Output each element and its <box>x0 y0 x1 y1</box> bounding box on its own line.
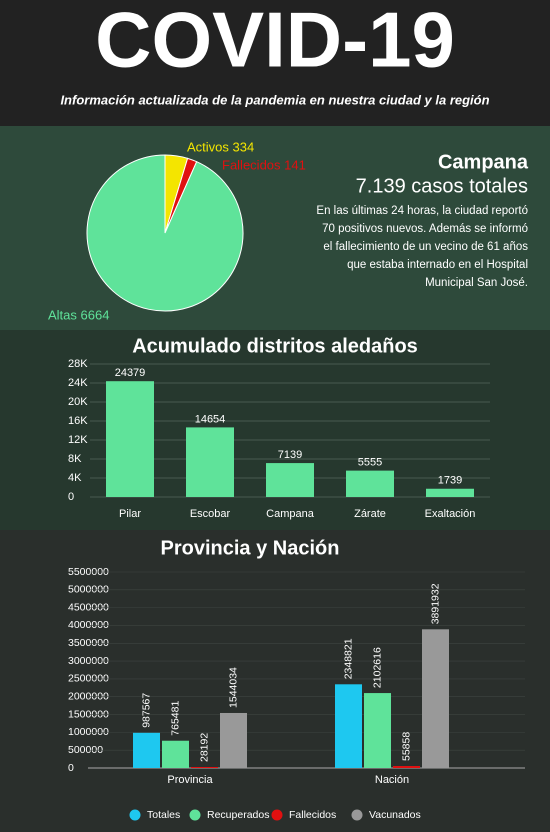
bar <box>422 629 449 768</box>
x-tick-label: Nación <box>375 774 409 786</box>
header-bg <box>0 0 550 126</box>
pie-label: Fallecidos 141 <box>222 157 306 172</box>
x-tick-label: Escobar <box>190 508 231 520</box>
y-tick-label: 0 <box>68 491 74 503</box>
legend-label: Fallecidos <box>289 809 336 821</box>
chart-title: Provincia y Nación <box>161 537 340 559</box>
chart-title: Acumulado distritos aledaños <box>132 335 418 357</box>
pie-label: Altas 6664 <box>48 307 109 322</box>
x-tick-label: Exaltación <box>425 508 476 520</box>
y-tick-label: 4K <box>68 472 82 484</box>
data-label: 1739 <box>438 475 462 487</box>
y-tick-label: 20K <box>68 396 88 408</box>
bar <box>133 732 160 768</box>
data-label: 14654 <box>195 413 226 425</box>
bar <box>393 766 420 768</box>
bar <box>335 684 362 768</box>
bar <box>106 381 154 497</box>
y-tick-label: 12K <box>68 434 88 446</box>
legend-label: Recuperados <box>207 809 269 821</box>
legend-swatch <box>129 809 141 821</box>
legend-label: Vacunados <box>369 809 421 821</box>
bar <box>364 693 391 768</box>
panel-text: que estaba internado en el Hospital <box>347 259 528 271</box>
data-label: 24379 <box>115 367 146 379</box>
title: COVID-19 <box>95 0 455 84</box>
data-label: 3891932 <box>429 583 441 624</box>
data-label: 765481 <box>169 701 181 736</box>
pie-label: Activos 334 <box>187 139 254 154</box>
bar <box>186 427 234 497</box>
data-label: 987567 <box>140 693 152 728</box>
panel-text: En las últimas 24 horas, la ciudad repor… <box>316 205 528 217</box>
bar <box>162 740 189 768</box>
section-bg <box>0 530 550 832</box>
y-tick-label: 500000 <box>68 744 103 756</box>
bar <box>266 463 314 497</box>
x-tick-label: Campana <box>266 508 315 520</box>
y-tick-label: 24K <box>68 377 88 389</box>
bar <box>346 470 394 497</box>
bar <box>426 488 474 497</box>
data-label: 28192 <box>198 733 210 762</box>
data-label: 55858 <box>400 732 412 761</box>
data-label: 1544034 <box>227 667 239 708</box>
bar <box>220 712 247 768</box>
pie-slice <box>86 154 244 312</box>
legend-swatch <box>189 809 201 821</box>
y-tick-label: 28K <box>68 358 88 370</box>
legend-swatch <box>351 809 363 821</box>
panel-text: el fallecimiento de un vecino de 61 años <box>323 241 528 253</box>
panel-total: 7.139 casos totales <box>356 175 528 197</box>
legend-label: Totales <box>147 809 180 821</box>
y-tick-label: 0 <box>68 762 74 774</box>
subtitle: Información actualizada de la pandemia e… <box>60 92 489 107</box>
data-label: 5555 <box>358 457 382 469</box>
data-label: 2348821 <box>342 638 354 679</box>
x-tick-label: Provincia <box>167 774 213 786</box>
x-tick-label: Zárate <box>354 508 386 520</box>
panel-title: Campana <box>438 151 529 173</box>
data-label: 2102616 <box>371 647 383 688</box>
x-tick-label: Pilar <box>119 508 141 520</box>
y-tick-label: 16K <box>68 415 88 427</box>
y-tick-label: 8K <box>68 453 82 465</box>
legend-swatch <box>271 809 283 821</box>
data-label: 7139 <box>278 449 302 461</box>
panel-text: Municipal San José. <box>425 277 528 289</box>
bar <box>191 766 218 768</box>
panel-text: 70 positivos nuevos. Además se informó <box>322 223 528 235</box>
